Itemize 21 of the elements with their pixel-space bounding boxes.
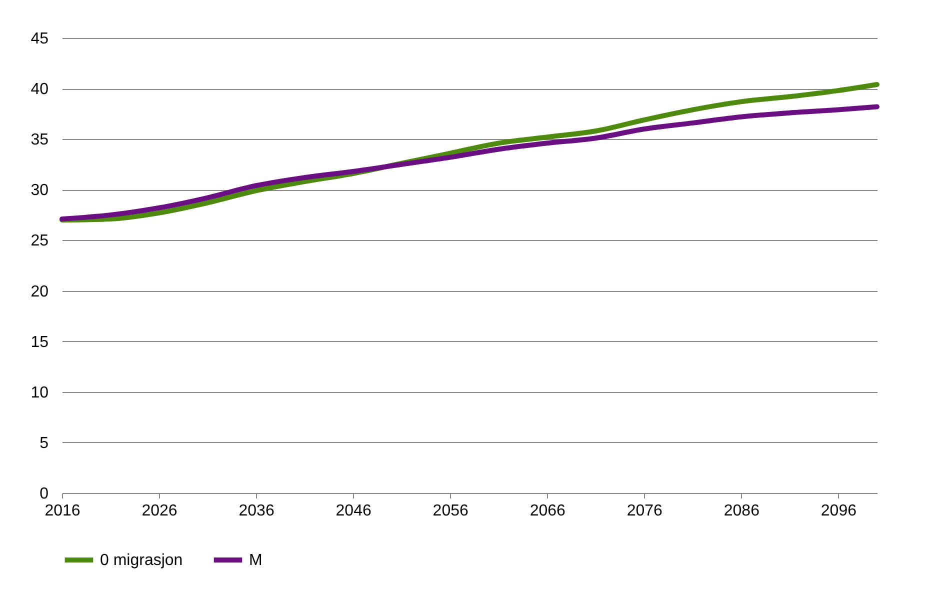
y-tick-label: 30 <box>30 182 49 200</box>
x-tick-label: 2076 <box>626 502 663 520</box>
y-tick-label: 40 <box>30 81 49 98</box>
y-tick-label: 15 <box>30 334 49 351</box>
x-tick-label: 2066 <box>530 502 566 520</box>
x-tick-label: 2056 <box>432 502 468 520</box>
legend-label: 0 migrasjon <box>100 552 183 569</box>
y-tick-label: 45 <box>30 30 49 48</box>
y-tick-label: 5 <box>40 434 49 452</box>
x-tick-label: 2046 <box>336 502 372 520</box>
y-tick-label: 0 <box>40 486 49 502</box>
legend-label: M <box>249 552 262 569</box>
x-tick-label: 2016 <box>44 502 80 520</box>
y-tick-label: 35 <box>30 132 49 149</box>
x-tick-label: 2086 <box>724 502 760 520</box>
y-tick-label: 25 <box>30 232 49 250</box>
x-tick-label: 2096 <box>820 502 857 520</box>
y-tick-label: 10 <box>30 384 49 402</box>
x-tick-label: 2026 <box>142 502 178 520</box>
y-tick-label: 20 <box>30 283 49 300</box>
x-tick-label: 2036 <box>238 502 274 520</box>
